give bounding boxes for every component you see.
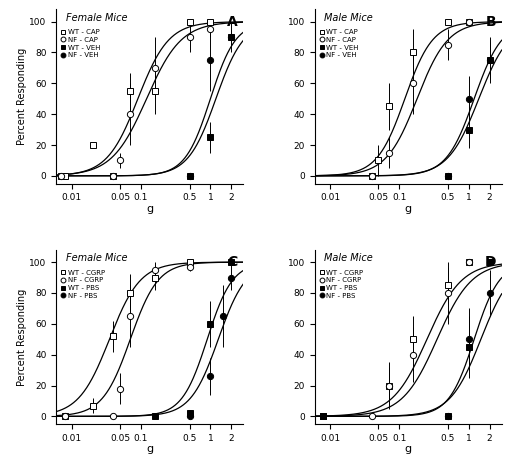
X-axis label: g: g [146,444,154,454]
Text: Female Mice: Female Mice [66,254,127,263]
Text: C: C [228,255,238,269]
Legend: WT - CAP, NF - CAP, WT - VEH, NF - VEH: WT - CAP, NF - CAP, WT - VEH, NF - VEH [58,27,103,61]
Legend: WT - CGRP, NF - CGRP, WT - PBS, NF - PBS: WT - CGRP, NF - CGRP, WT - PBS, NF - PBS [316,267,366,302]
Legend: WT - CAP, NF - CAP, WT - VEH, NF - VEH: WT - CAP, NF - CAP, WT - VEH, NF - VEH [316,27,361,61]
Text: B: B [485,14,496,28]
X-axis label: g: g [404,444,412,454]
Text: Male Mice: Male Mice [324,254,373,263]
Text: Male Mice: Male Mice [324,13,373,23]
Legend: WT - CGRP, NF - CGRP, WT - PBS, NF - PBS: WT - CGRP, NF - CGRP, WT - PBS, NF - PBS [58,267,108,302]
Text: Female Mice: Female Mice [66,13,127,23]
Y-axis label: Percent Responding: Percent Responding [16,48,27,145]
X-axis label: g: g [146,204,154,214]
Text: A: A [227,14,238,28]
Text: D: D [485,255,496,269]
Y-axis label: Percent Responding: Percent Responding [16,288,27,385]
X-axis label: g: g [404,204,412,214]
